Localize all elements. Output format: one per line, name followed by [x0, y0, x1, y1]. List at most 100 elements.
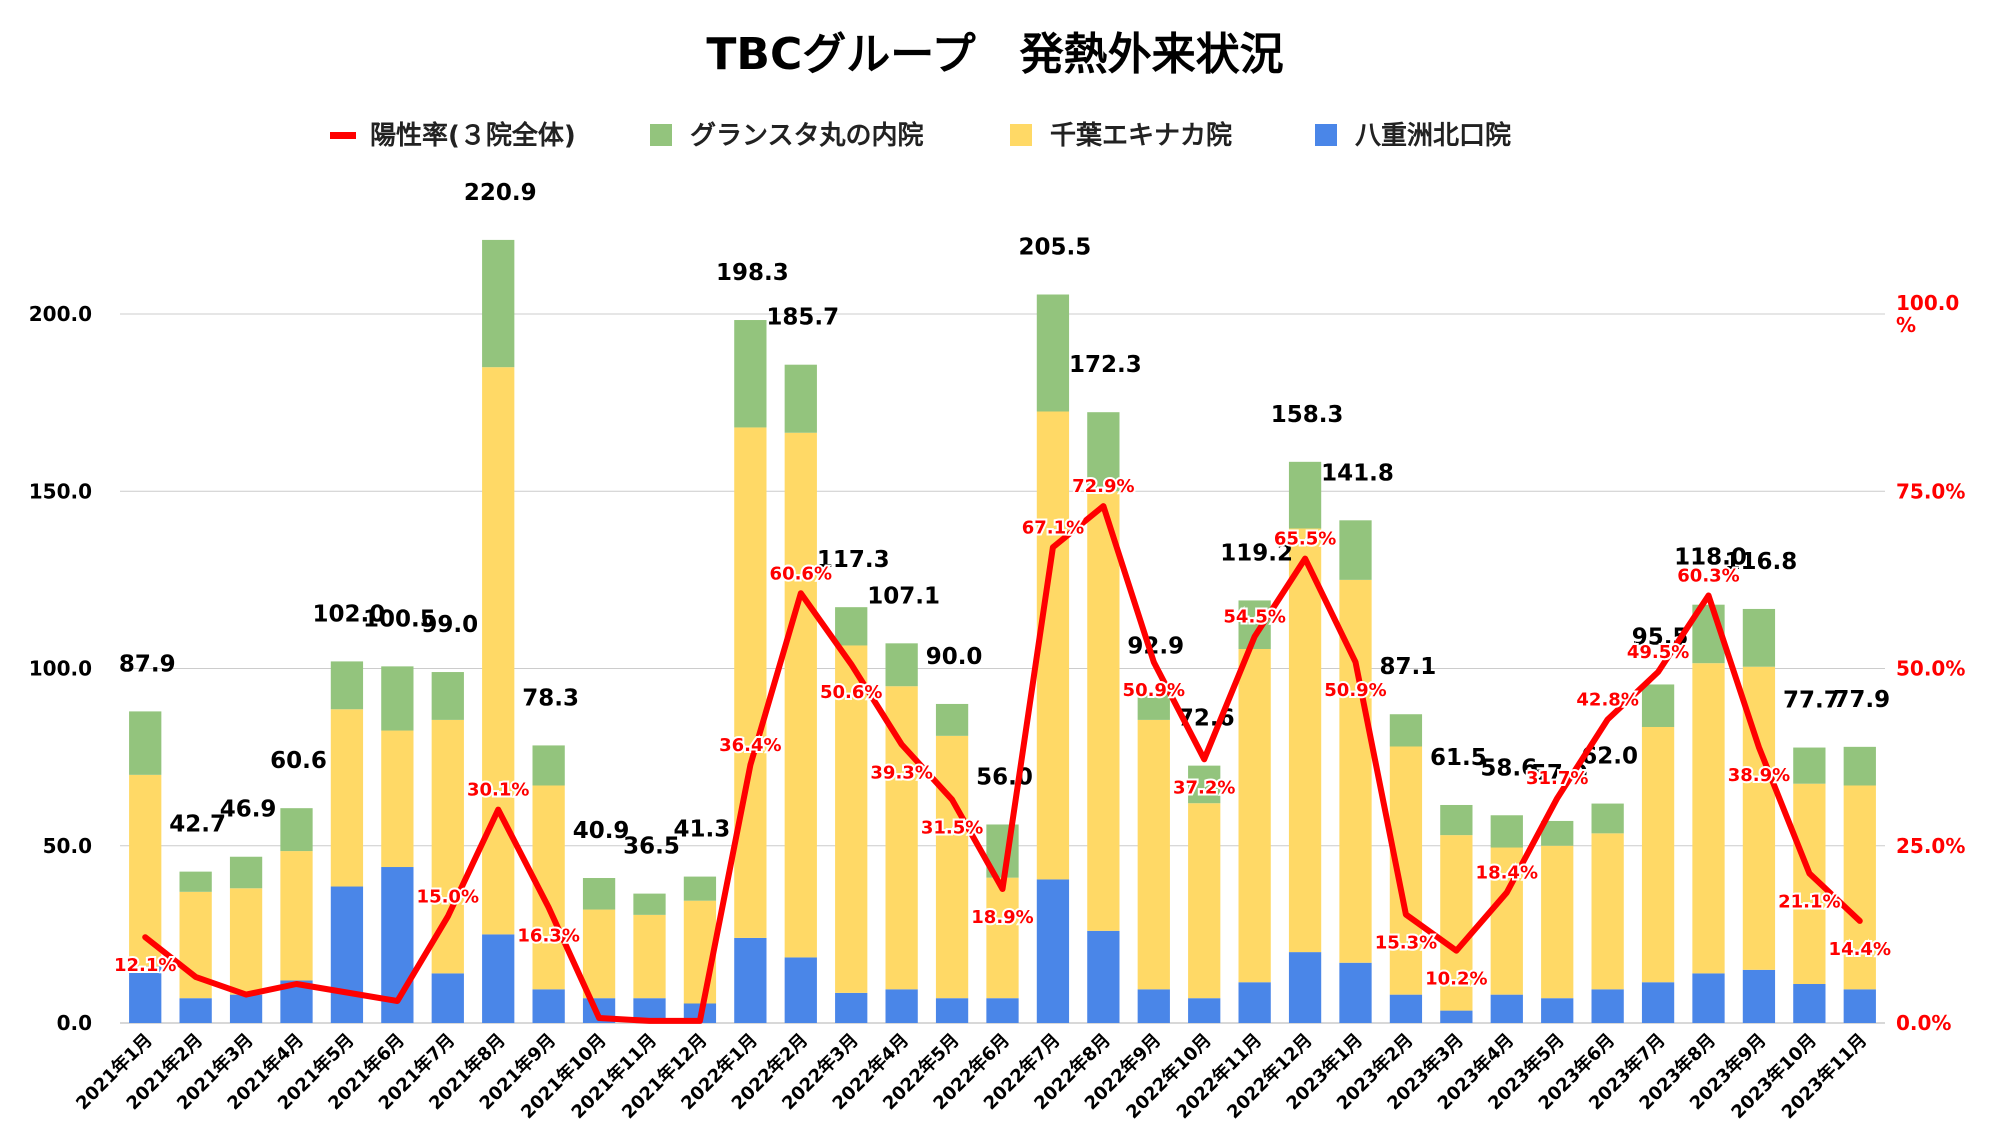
- rate-data-label: 31.5%: [921, 818, 983, 839]
- bar-total-label: 205.5: [1019, 235, 1092, 261]
- bar-segment: [1541, 820, 1574, 846]
- bar-segment: [1188, 998, 1221, 1023]
- bar-total-label: 185.7: [766, 305, 839, 331]
- bar-segment: [129, 966, 162, 1023]
- legend-label: 千葉エキナカ院: [1050, 120, 1232, 151]
- bar-segment: [1188, 765, 1221, 804]
- bar-segment: [1137, 989, 1170, 1023]
- bar-segment: [784, 432, 817, 958]
- y-tick-right: 50.0%: [1896, 657, 1965, 681]
- bar-segment: [1440, 835, 1473, 1011]
- bar-segment: [1843, 785, 1876, 990]
- rate-data-label: 49.5%: [1627, 642, 1689, 663]
- bar-segment: [1087, 930, 1120, 1023]
- bar-segment: [1288, 461, 1322, 529]
- y-axis-left: 0.0 50.0 100.0 150.0 200.0: [29, 302, 92, 1035]
- bar-total-label: 42.7: [169, 812, 226, 838]
- bar-total-label: 117.3: [817, 547, 890, 573]
- bar-segment: [1440, 804, 1473, 836]
- bar-total-label: 141.8: [1321, 460, 1394, 486]
- bar-segment: [532, 745, 565, 786]
- rate-data-label: 39.3%: [870, 762, 932, 783]
- rate-line-group: [142, 503, 1863, 1024]
- bar-total-label: 77.9: [1833, 687, 1890, 713]
- bar-segment: [1793, 984, 1826, 1023]
- y-tick-right: 100.0%: [1896, 291, 1959, 337]
- bar-segment: [1036, 294, 1070, 412]
- rate-data-label: 15.3%: [1375, 933, 1437, 954]
- rate-data-label: 60.3%: [1677, 565, 1739, 586]
- rate-data-label: 18.9%: [971, 907, 1033, 928]
- bar-segment: [431, 973, 464, 1023]
- bar-segment: [1389, 994, 1423, 1023]
- bar-segment: [229, 994, 263, 1023]
- bar-segment: [1793, 747, 1826, 784]
- bar-segment: [229, 888, 263, 995]
- legend-swatch: [1010, 124, 1032, 146]
- rate-data-label: 72.9%: [1072, 476, 1134, 497]
- rate-data-label: 21.1%: [1778, 891, 1840, 912]
- bar-segment: [1238, 649, 1271, 983]
- y-tick-left: 150.0: [29, 479, 92, 503]
- legend-label: 八重洲北口院: [1355, 120, 1511, 151]
- rate-data-label: 12.1%: [114, 955, 176, 976]
- rate-data-label: 31.7%: [1526, 768, 1588, 789]
- bar-segment: [935, 998, 969, 1023]
- bar-segment: [1541, 845, 1574, 999]
- bar-segment: [1288, 528, 1322, 953]
- bar-total-label: 102.0: [313, 601, 386, 627]
- rate-data-label: 18.4%: [1476, 863, 1538, 884]
- bar-segment: [482, 239, 515, 368]
- bar-segment: [330, 661, 364, 710]
- bar-segment: [1288, 952, 1322, 1023]
- bar-segment: [835, 645, 868, 993]
- rate-data-label: 14.4%: [1829, 939, 1891, 960]
- rate-data-label: 60.6%: [770, 563, 832, 584]
- bar-segment: [935, 735, 969, 999]
- y-tick-right: 0.0%: [1896, 1011, 1951, 1035]
- y-axis-right: 0.0% 25.0% 50.0% 75.0% 100.0%: [1896, 291, 1965, 1035]
- bar-segment: [280, 808, 313, 852]
- bar-segment: [1339, 962, 1372, 1023]
- bar-segment: [381, 666, 414, 731]
- y-tick-left: 50.0: [43, 834, 92, 858]
- bar-segment: [633, 893, 666, 915]
- bar-segment: [1843, 989, 1876, 1023]
- bar-segment: [835, 607, 868, 646]
- y-tick-right: 75.0%: [1896, 479, 1965, 503]
- bar-segment: [1641, 726, 1675, 983]
- bar-segment: [1591, 989, 1624, 1023]
- bar-segment: [885, 989, 918, 1023]
- bar-total-label: 60.6: [270, 748, 327, 774]
- bar-segment: [1087, 491, 1120, 931]
- bar-segment: [1490, 815, 1523, 848]
- rate-data-label: 50.9%: [1324, 680, 1386, 701]
- bar-segment: [885, 643, 918, 687]
- bar-segment: [330, 709, 364, 887]
- bar-segment: [1591, 803, 1624, 834]
- bar-total-label: 40.9: [573, 818, 630, 844]
- bar-total-label: 61.5: [1430, 745, 1487, 771]
- bar-segment: [1137, 719, 1170, 990]
- bar-segment: [582, 909, 616, 999]
- bar-segment: [179, 871, 212, 892]
- bar-segment: [1591, 833, 1624, 990]
- bar-segment: [482, 367, 515, 935]
- bar-segment: [986, 998, 1019, 1023]
- bar-segment: [229, 856, 263, 889]
- bar-segment: [1641, 982, 1675, 1023]
- y-tick-left: 0.0: [57, 1011, 92, 1035]
- rate-labels: 12.1% 15.0% 30.1% 16.3% 36.4% 60.6% 50.6% 39.3%…: [112, 474, 1893, 992]
- bar-total-label: 118.0: [1674, 545, 1747, 571]
- rate-data-label: 37.2%: [1173, 777, 1235, 798]
- rate-data-label: 65.5%: [1274, 529, 1336, 550]
- bar-total-label: 92.9: [1127, 634, 1184, 660]
- rate-data-label: 36.4%: [719, 735, 781, 756]
- bar-segment: [1742, 969, 1776, 1023]
- bar-segment: [1188, 803, 1221, 999]
- bar-segment: [129, 711, 162, 775]
- bar-segment: [482, 934, 515, 1023]
- bar-total-label: 58.6: [1480, 755, 1537, 781]
- legend-swatch: [650, 124, 672, 146]
- bar-segment: [734, 320, 767, 428]
